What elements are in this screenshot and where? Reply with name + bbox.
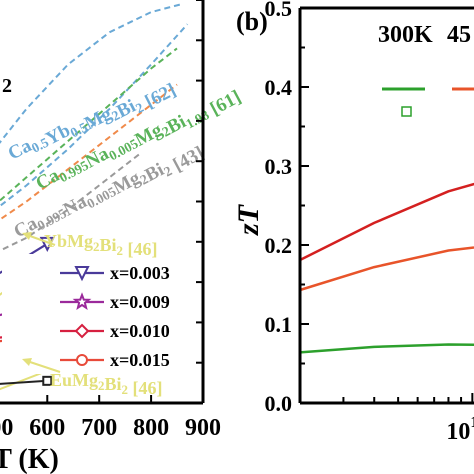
legend-marker-x=0.009	[72, 292, 92, 310]
formula-part: 0.5	[29, 134, 51, 155]
formula-part: ]	[151, 239, 157, 259]
panel-b-legend-marker-0	[401, 106, 412, 117]
formula-part: [	[123, 239, 134, 259]
panel-b-y-tick-label-0: 0.0	[265, 391, 293, 416]
reference-curve-3	[0, 83, 178, 221]
formula-part: ]	[157, 378, 163, 398]
panel-a-axes: 500 600 700 800 900 T (K)	[0, 0, 221, 474]
panel-a-x-tick-label-700: 700	[81, 415, 117, 441]
panel-b-y-tick-label-0.5: 0.5	[265, 0, 293, 21]
annotation-3: YbMg2Bi2 [46]	[44, 231, 157, 259]
panel-b-line-450K	[299, 246, 474, 292]
reference-curve-1	[0, 23, 189, 208]
panel-a-x-tick-label-800: 800	[133, 415, 169, 441]
formula-part: 2	[98, 378, 104, 393]
annotation-arrowhead-eu	[22, 358, 32, 366]
tick-base: 10	[446, 419, 470, 445]
panel-b-legend-label-1: 45	[447, 22, 471, 48]
annotation-arrowhead-yb	[22, 232, 32, 240]
panel-b-ylabel: zT	[232, 203, 265, 236]
reference-curve-4	[0, 152, 142, 252]
panel-b-y-tick-label-0.2: 0.2	[265, 233, 293, 258]
panel-b-label: (b)	[236, 7, 268, 36]
black-series-line	[0, 379, 48, 385]
legend-label-x=0.009: x=0.009	[110, 292, 170, 312]
panel-b-legend: 300K 45	[378, 22, 474, 117]
panel-b-y-tick-label-0.4: 0.4	[265, 75, 293, 100]
formula-part: Bi	[99, 235, 116, 255]
partial-label: 2	[2, 75, 12, 97]
panel-b-y-tick-label-0.3: 0.3	[265, 154, 293, 179]
panel-b-y-tick-label-0.1: 0.1	[265, 312, 293, 337]
tick-exponent: 19	[470, 414, 474, 431]
panel-b-curves	[299, 182, 474, 354]
panel-b-legend-label-0: 300K	[378, 22, 433, 48]
legend-label-x=0.015: x=0.015	[110, 350, 170, 370]
panel-b-axes: 0.0 0.1 0.2 0.3 0.4 0.5 1019 zT (b)	[232, 0, 474, 445]
legend-label-x=0.010: x=0.010	[110, 321, 170, 341]
formula-part: 2	[122, 382, 128, 397]
formula-part: 2	[117, 243, 123, 258]
panel-b-x-tick-label: 1019	[446, 414, 474, 445]
formula-part: EuMg	[50, 370, 98, 390]
formula-part: YbMg	[44, 231, 93, 251]
panel-a-x-tick-label-600: 600	[29, 415, 65, 441]
panel-b: 0.0 0.1 0.2 0.3 0.4 0.5 1019 zT (b) 300K 45	[232, 0, 474, 445]
legend-marker-x=0.010	[74, 323, 90, 339]
legend-marker-x=0.015	[76, 354, 88, 366]
panel-b-line-300K	[299, 343, 474, 354]
annotation-arrow-yb	[29, 235, 56, 246]
formula-part: 46	[139, 378, 157, 398]
panel-b-line-600K	[299, 182, 474, 262]
annotation-arrow-eu	[29, 361, 61, 373]
formula-part: [	[128, 378, 139, 398]
formula-part: Bi	[105, 374, 122, 394]
black-series-marker	[42, 375, 53, 386]
legend-label-x=0.003: x=0.003	[110, 263, 170, 283]
annotation-4: EuMg2Bi2 [46]	[50, 370, 163, 398]
formula-part: 2	[93, 239, 99, 254]
panel-a-x-tick-label-500: 500	[0, 415, 13, 441]
panel-a-xlabel: T (K)	[0, 444, 59, 474]
legend-marker-x=0.003	[74, 266, 90, 282]
formula-part: 0.5	[68, 119, 90, 140]
panel-a-legend: x=0.003 x=0.009 x=0.010 x=0.015	[2, 254, 197, 374]
panel-a-x-tick-label-900: 900	[185, 415, 221, 441]
formula-part: 46	[133, 239, 151, 259]
reference-curve-0	[0, 3, 183, 144]
reference-curve-2	[0, 47, 178, 202]
